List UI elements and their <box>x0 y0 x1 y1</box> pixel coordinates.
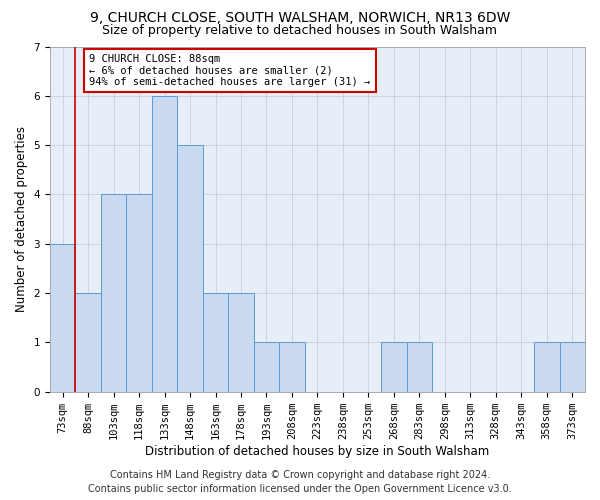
Y-axis label: Number of detached properties: Number of detached properties <box>15 126 28 312</box>
Text: Size of property relative to detached houses in South Walsham: Size of property relative to detached ho… <box>103 24 497 37</box>
Bar <box>560 342 585 392</box>
Bar <box>407 342 432 392</box>
Bar <box>228 293 254 392</box>
Bar <box>203 293 228 392</box>
Bar <box>534 342 560 392</box>
Text: 9, CHURCH CLOSE, SOUTH WALSHAM, NORWICH, NR13 6DW: 9, CHURCH CLOSE, SOUTH WALSHAM, NORWICH,… <box>90 11 510 25</box>
Bar <box>76 293 101 392</box>
Bar <box>254 342 279 392</box>
Bar <box>101 194 127 392</box>
X-axis label: Distribution of detached houses by size in South Walsham: Distribution of detached houses by size … <box>145 444 490 458</box>
Bar <box>152 96 178 392</box>
Text: 9 CHURCH CLOSE: 88sqm
← 6% of detached houses are smaller (2)
94% of semi-detach: 9 CHURCH CLOSE: 88sqm ← 6% of detached h… <box>89 54 371 87</box>
Bar <box>279 342 305 392</box>
Bar <box>178 145 203 392</box>
Bar <box>381 342 407 392</box>
Text: Contains HM Land Registry data © Crown copyright and database right 2024.
Contai: Contains HM Land Registry data © Crown c… <box>88 470 512 494</box>
Bar <box>127 194 152 392</box>
Bar <box>50 244 76 392</box>
